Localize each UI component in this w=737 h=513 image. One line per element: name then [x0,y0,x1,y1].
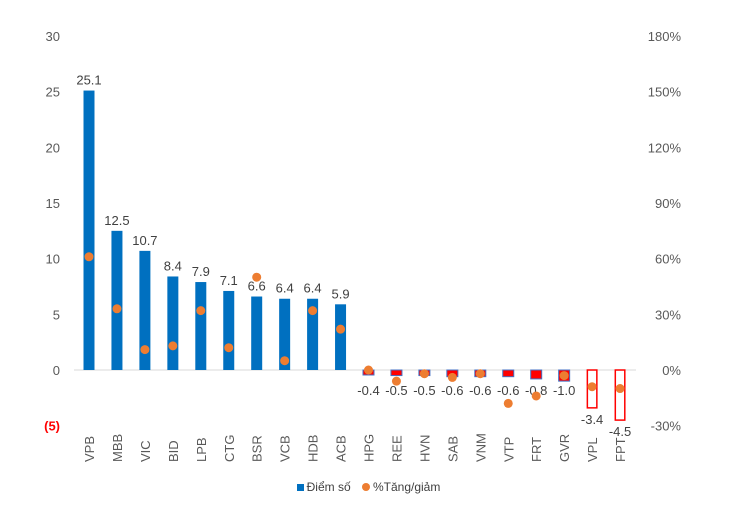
data-point [364,365,373,375]
data-point [308,306,318,316]
data-label: -0.5 [413,383,435,398]
category-label: LPB [194,437,209,462]
data-point [252,272,262,282]
right-axis-tick: 90% [655,196,681,211]
right-axis-tick: 120% [648,140,682,155]
data-point [84,252,94,262]
bar [223,290,235,370]
data-point [391,376,401,386]
data-label: -0.6 [469,383,491,398]
legend-label: %Tăng/giảm [372,480,441,494]
data-label: -4.5 [609,424,631,439]
data-point [168,341,178,351]
category-label: VTP [501,437,516,462]
legend: Điểm số %Tăng/giảm [0,480,737,494]
legend-swatch-bar [296,484,304,491]
bar [390,369,403,377]
category-label: VIC [138,440,153,462]
data-label: 6.6 [248,279,266,294]
left-axis-tick: 30 [46,29,60,44]
data-point [587,382,597,392]
right-axis-tick: 30% [655,307,681,322]
data-label: 7.1 [220,273,238,288]
data-point [503,398,513,408]
bar [614,369,626,421]
left-axis-tick: 15 [46,196,60,211]
left-axis-tick: (5) [44,419,60,434]
bar [307,298,319,370]
data-point [419,369,429,379]
bar [139,250,151,370]
bar [83,90,95,370]
data-label: 25.1 [76,73,101,88]
data-label: -0.8 [525,383,547,398]
category-label: HDB [306,435,321,462]
category-label: VPL [585,437,600,462]
category-label: HVN [417,435,432,462]
left-axis-tick: 25 [46,85,60,100]
data-label: -0.6 [497,383,519,398]
category-label: BID [166,440,181,462]
data-label: 6.4 [304,281,322,296]
category-label: VNM [473,433,488,462]
category-label: GVR [557,434,572,462]
data-point [112,304,122,314]
data-point [280,356,290,366]
data-point [615,384,625,394]
category-label: MBB [110,434,125,462]
bar [195,282,207,370]
category-label: REE [389,435,404,462]
bar [251,296,263,370]
category-label: SAB [445,436,460,462]
data-label: 10.7 [132,233,157,248]
data-point [531,391,541,401]
left-axis-tick: 10 [46,252,60,267]
right-axis-tick: 150% [648,85,682,100]
data-point [224,343,234,353]
category-label: FPT [613,437,628,462]
category-label: FRT [529,437,544,462]
data-point [336,324,346,334]
legend-item-diem-so: Điểm số [296,480,351,494]
data-label: 5.9 [332,286,350,301]
data-label: -1.0 [553,383,575,398]
right-axis-tick: -30% [651,419,682,434]
bar [111,230,123,370]
legend-label: Điểm số [306,480,351,494]
data-point [447,372,457,382]
data-point [559,371,569,381]
left-axis-tick: 20 [46,140,60,155]
right-axis-tick: 180% [648,29,682,44]
bar [335,304,347,370]
data-point [475,369,485,379]
data-label: 8.4 [164,258,182,273]
category-label: BSR [250,435,265,462]
category-label: VPB [82,436,97,462]
bar [279,298,291,370]
left-axis-tick: 0 [53,363,60,378]
bar [502,369,515,378]
category-label: CTG [222,435,237,462]
legend-item-tang-giam: %Tăng/giảm [361,480,441,494]
data-label: -0.6 [441,383,463,398]
data-point [140,345,150,355]
data-label: 6.4 [276,281,294,296]
data-label: -0.5 [385,383,407,398]
category-label: ACB [334,435,349,462]
category-label: VCB [278,435,293,462]
data-label: -0.4 [357,383,379,398]
data-point [196,306,206,316]
legend-swatch-dot [361,483,370,491]
data-label: 7.9 [192,264,210,279]
right-axis-tick: 0% [662,363,681,378]
category-label: HPG [362,434,377,462]
left-axis-tick: 5 [53,307,60,322]
data-label: 12.5 [104,213,129,228]
bar [530,369,543,380]
data-label: -3.4 [581,412,603,427]
bar [167,276,179,370]
right-axis-tick: 60% [655,252,681,267]
